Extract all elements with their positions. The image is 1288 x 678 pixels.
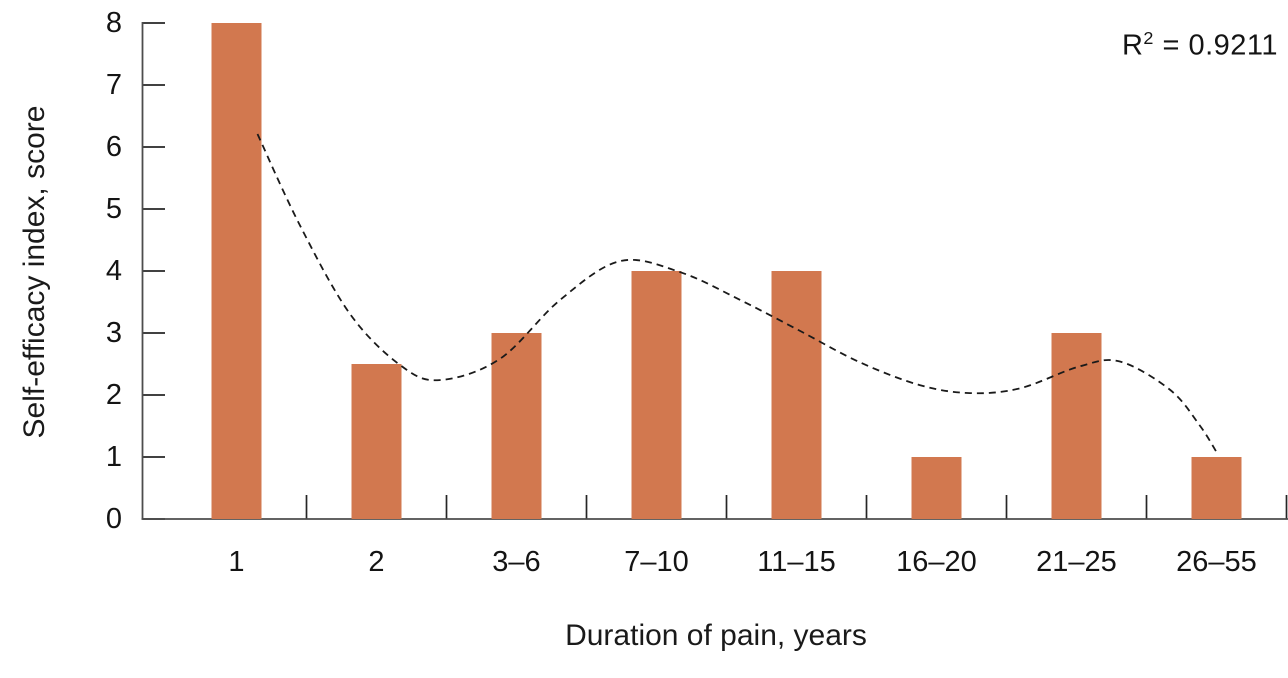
y-tick-label: 5 — [106, 193, 122, 225]
r-squared-sup: 2 — [1143, 28, 1154, 48]
bar — [351, 364, 402, 519]
y-tick-label: 1 — [106, 441, 122, 473]
r-squared-base: R — [1121, 29, 1144, 62]
trendline — [256, 133, 1218, 453]
y-tick-labels: 0 1 2 3 4 5 6 7 8 — [106, 7, 122, 535]
y-axis-title: Self-efficacy index, score — [18, 106, 51, 439]
r-squared-value: = 0.9211 — [1153, 29, 1278, 62]
x-tick-label: 7–10 — [624, 546, 689, 578]
bar — [1051, 333, 1102, 519]
y-tick-label: 4 — [106, 255, 122, 287]
x-axis-title: Duration of pain, years — [565, 619, 867, 652]
x-tick-label: 1 — [228, 546, 244, 578]
bar — [491, 333, 542, 519]
bars — [211, 23, 1242, 519]
x-tick-label: 16–20 — [896, 546, 977, 578]
y-tick-label: 3 — [106, 317, 122, 349]
r-squared-annotation: R2 = 0.9211 — [1122, 28, 1278, 63]
x-tick-label: 26–55 — [1176, 546, 1257, 578]
x-tick-label: 11–15 — [757, 546, 836, 578]
y-tick-label: 7 — [106, 69, 122, 101]
bar — [211, 23, 262, 519]
axes — [141, 22, 1288, 520]
y-tick-label: 2 — [106, 379, 122, 411]
x-tick-label: 2 — [368, 546, 384, 578]
bar — [631, 271, 682, 519]
bar — [1191, 457, 1242, 519]
bar — [771, 271, 822, 519]
y-tick-label: 0 — [106, 503, 122, 535]
x-tick-labels: 1 2 3–6 7–10 11–15 16–20 21–25 26–55 — [228, 546, 1256, 578]
x-axis-ticks — [305, 495, 1288, 519]
y-tick-label: 6 — [106, 131, 122, 163]
trendline-path — [256, 133, 1218, 453]
y-axis-ticks — [142, 22, 165, 520]
x-tick-label: 3–6 — [492, 546, 540, 578]
y-tick-label: 8 — [106, 7, 122, 39]
bar — [911, 457, 962, 519]
x-tick-label: 21–25 — [1036, 546, 1117, 578]
